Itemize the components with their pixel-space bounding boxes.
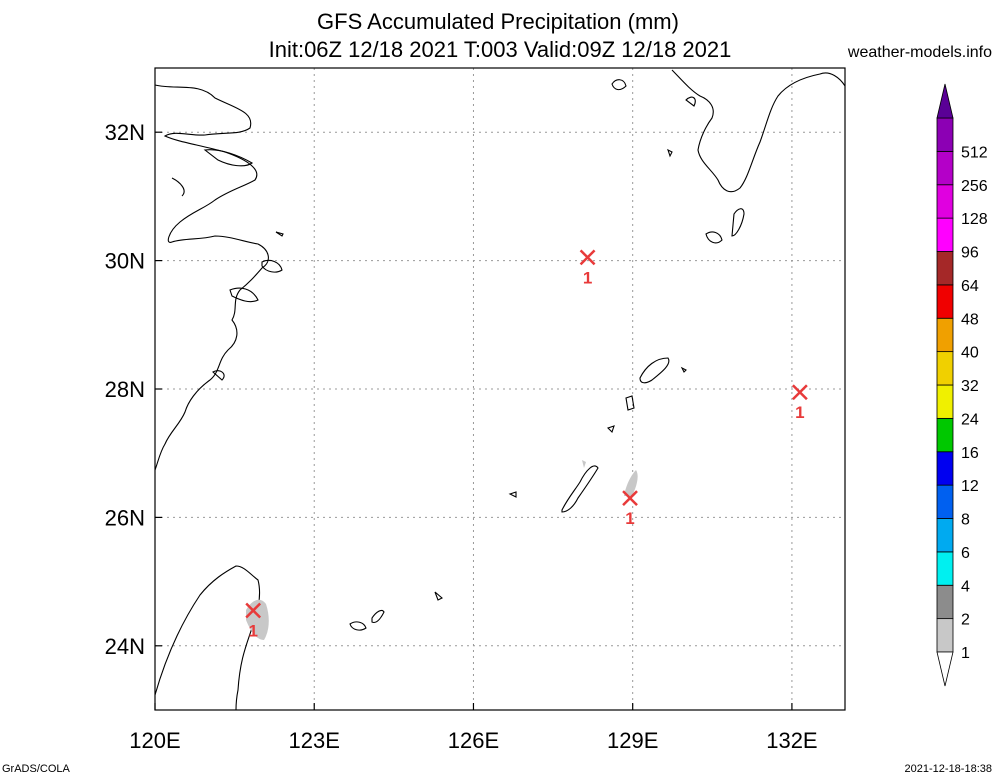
sakishima-outline	[349, 621, 367, 631]
lat-tick-label: 26N	[105, 505, 145, 530]
colorbar-swatch	[936, 117, 954, 152]
colorbar-label: 64	[961, 278, 979, 295]
credit-label: GrADS/COLA	[2, 763, 70, 775]
coast-island	[261, 259, 283, 273]
colorbar-swatch	[936, 284, 954, 319]
colorbar-swatch	[936, 484, 954, 519]
marker-cross	[622, 490, 638, 507]
ryukyu-islet	[625, 395, 635, 411]
colorbar-top-arrow	[936, 83, 954, 119]
marker-cross	[579, 249, 596, 266]
colorbar-swatch	[936, 351, 954, 386]
chart-subtitle: Init:06Z 12/18 2021 T:003 Valid:09Z 12/1…	[268, 37, 732, 62]
china-coastline	[154, 84, 269, 471]
ryukyu-islet	[434, 591, 443, 601]
colorbar-label: 1	[961, 645, 970, 662]
precip-area-okinawa	[582, 460, 586, 468]
lat-tick-label: 24N	[105, 634, 145, 659]
max-marker: 1	[579, 249, 596, 287]
tanegashima-outline	[705, 231, 723, 244]
colorbar-label: 96	[961, 245, 979, 262]
colorbar-swatch	[936, 518, 954, 553]
colorbar-label: 2	[961, 612, 970, 629]
max-markers: 1 1 1 1	[245, 249, 808, 640]
lon-tick-label: 132E	[766, 728, 817, 753]
colorbar-label: 512	[961, 144, 988, 161]
max-marker: 1	[245, 602, 262, 640]
axis-labels: 120E 123E 126E 129E 132E 24N 26N 28N 30N 32N	[105, 120, 818, 753]
okinawa-outline	[561, 465, 599, 513]
marker-value: 1	[625, 509, 634, 528]
colorbar-swatch	[936, 251, 954, 286]
lat-tick-label: 28N	[105, 377, 145, 402]
precipitation-shading	[246, 460, 638, 640]
colorbar-swatch	[936, 451, 954, 486]
marker-value: 1	[583, 268, 592, 287]
timestamp-label: 2021-12-18-18:38	[904, 763, 992, 775]
site-label: weather-models.info	[847, 44, 992, 61]
yangtze-estuary-outline	[203, 149, 254, 167]
ryukyu-islet	[508, 491, 517, 498]
coast-island	[212, 370, 225, 381]
chart-title: GFS Accumulated Precipitation (mm)	[317, 9, 679, 34]
japan-islet	[611, 79, 627, 91]
coast-island	[275, 231, 284, 237]
lat-tick-label: 32N	[105, 120, 145, 145]
marker-value: 1	[248, 621, 257, 640]
colorbar-swatch	[936, 551, 954, 586]
marker-cross	[245, 602, 262, 619]
colorbar-label: 40	[961, 345, 979, 362]
max-marker: 1	[622, 490, 638, 528]
ryukyu-islet	[680, 366, 687, 373]
japan-islet	[667, 148, 673, 158]
taiwan-coastline	[154, 565, 261, 711]
max-marker: 1	[792, 384, 808, 422]
sakishima-outline	[371, 609, 385, 624]
colorbar-label: 8	[961, 512, 970, 529]
lon-tick-label: 129E	[607, 728, 658, 753]
colorbar-label: 48	[961, 311, 979, 328]
colorbar-swatch	[936, 317, 954, 353]
japan-islet	[685, 96, 696, 107]
colorbar-bottom-arrow	[936, 651, 954, 687]
marker-value: 1	[795, 403, 804, 422]
marker-cross	[792, 384, 808, 401]
lat-tick-label: 30N	[105, 249, 145, 274]
colorbar-label: 32	[961, 378, 979, 395]
lon-tick-label: 120E	[129, 728, 180, 753]
colorbar-label: 4	[961, 578, 970, 595]
coastlines	[154, 69, 846, 711]
coast-island	[229, 287, 259, 303]
colorbar-swatch	[936, 150, 954, 186]
kyushu-coastline	[671, 69, 846, 193]
colorbar-swatch	[936, 184, 954, 219]
colorbar-label: 24	[961, 411, 979, 428]
precip-area-okinawa	[624, 470, 638, 496]
colorbar-swatch	[936, 384, 954, 419]
lon-tick-label: 126E	[448, 728, 499, 753]
colorbar-label: 12	[961, 478, 979, 495]
colorbar-swatch	[936, 417, 954, 453]
colorbar-label: 6	[961, 545, 970, 562]
ryukyu-islet	[606, 425, 615, 434]
colorbar-swatch	[936, 584, 954, 620]
colorbar-swatch	[936, 217, 954, 252]
coast-detail	[171, 177, 185, 197]
colorbar-label: 16	[961, 445, 979, 462]
lon-tick-label: 123E	[289, 728, 340, 753]
amami-outline	[639, 357, 670, 384]
colorbar-swatch	[936, 618, 954, 653]
colorbar-label: 128	[961, 211, 988, 228]
colorbar-label: 256	[961, 178, 988, 195]
yakushima-outline	[731, 208, 745, 237]
